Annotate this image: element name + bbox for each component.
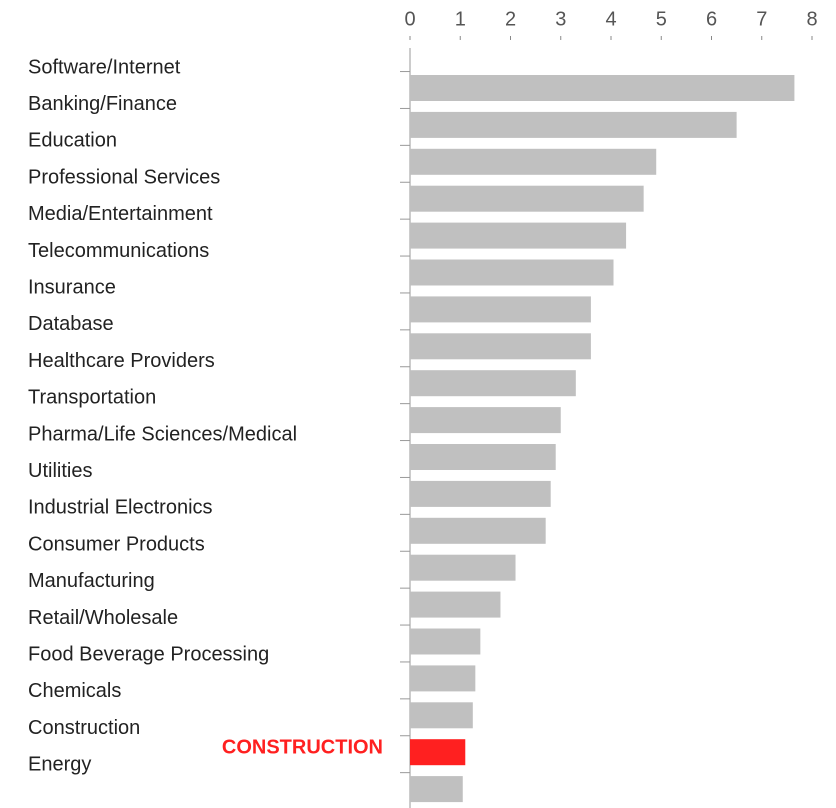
bar [410, 702, 473, 729]
bar [410, 222, 627, 249]
bar [410, 333, 591, 360]
y-tick-label: Chemicals [28, 680, 121, 702]
y-tick-label: Utilities [28, 460, 92, 482]
bar [410, 776, 463, 803]
bar [410, 444, 556, 470]
bar [410, 739, 466, 766]
bar [410, 480, 551, 507]
y-tick-label: Pharma/Life Sciences/Medical [28, 423, 297, 445]
y-tick-label: Education [28, 130, 117, 152]
bar [410, 407, 561, 434]
x-tick-label: 4 [605, 8, 616, 30]
y-tick-label: Professional Services [28, 166, 220, 188]
bar [410, 370, 576, 397]
y-tick-label: Software/Internet [28, 56, 181, 78]
bar [410, 591, 501, 618]
y-tick-label: Retail/Wholesale [28, 607, 178, 629]
y-tick-label: Media/Entertainment [28, 203, 213, 225]
y-tick-label: Food Beverage Processing [28, 643, 269, 665]
y-tick-label: Insurance [28, 276, 116, 298]
y-tick-label: Energy [28, 754, 91, 776]
x-tick-label: 2 [505, 8, 516, 30]
x-tick-label: 1 [455, 8, 466, 30]
y-tick-label: Industrial Electronics [28, 497, 213, 519]
bar [410, 111, 737, 138]
bar [410, 665, 476, 692]
x-tick-label: 7 [756, 8, 767, 30]
x-tick-label: 6 [706, 8, 717, 30]
x-tick-label: 3 [555, 8, 566, 30]
bar [410, 296, 591, 323]
bar [410, 148, 657, 175]
y-tick-label: Manufacturing [28, 570, 155, 592]
x-tick-label: 8 [806, 8, 817, 30]
bar [410, 554, 516, 581]
bar [410, 259, 614, 286]
bar [410, 517, 546, 544]
bar [410, 628, 481, 655]
x-tick-label: 5 [656, 8, 667, 30]
y-tick-label: Transportation [28, 387, 156, 409]
y-tick-label: Telecommunications [28, 240, 209, 262]
y-tick-label: Construction [28, 717, 140, 739]
y-tick-label: Healthcare Providers [28, 350, 215, 372]
x-tick-label: 0 [404, 8, 415, 30]
y-tick-label: Database [28, 313, 114, 335]
bar [410, 75, 795, 101]
annotation: CONSTRUCTION [222, 736, 383, 758]
y-tick-label: Consumer Products [28, 533, 205, 555]
bar [410, 185, 644, 212]
y-tick-label: Banking/Finance [28, 93, 177, 115]
